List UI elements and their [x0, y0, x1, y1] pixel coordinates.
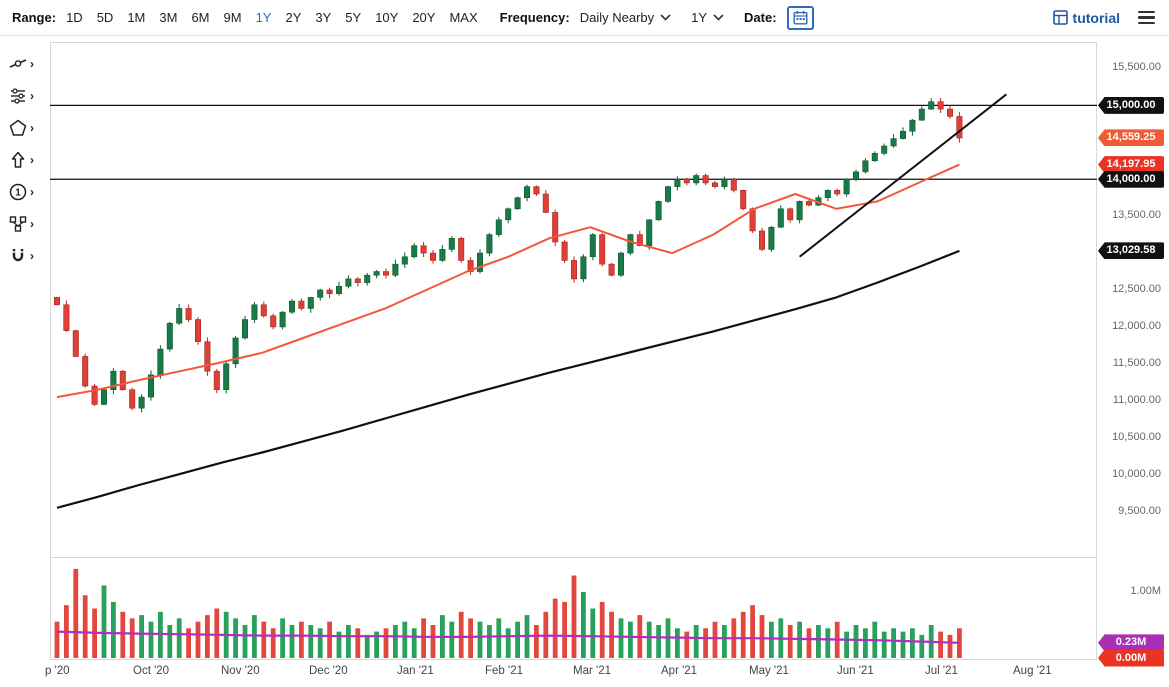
- month-tick-label: Oct '20: [133, 665, 170, 677]
- axis-tick-label: 15,500.00: [1112, 61, 1161, 74]
- axis-tick-label: 11,500.00: [1112, 356, 1161, 369]
- number-annotation-tool-button[interactable]: 1 ›: [6, 180, 36, 204]
- shapes-tool-button[interactable]: ›: [6, 116, 36, 140]
- price-badge: 13,029.58: [1098, 242, 1164, 260]
- chevron-right-icon: ›: [30, 57, 34, 71]
- menu-icon: [1138, 10, 1155, 14]
- chevron-right-icon: ›: [30, 217, 34, 231]
- axis-tick-label: 13,500.00: [1112, 209, 1161, 222]
- studies-sliders-icon: [11, 88, 25, 104]
- axis-tick-label: 10,500.00: [1112, 430, 1161, 443]
- top-toolbar: Range: 1D 5D 1M 3M 6M 9M 1Y 2Y 3Y 5Y 10Y…: [0, 0, 1169, 36]
- svg-text:1: 1: [15, 188, 21, 199]
- month-tick-label: Apr '21: [661, 665, 698, 677]
- arrow-tool-button[interactable]: ›: [6, 148, 36, 172]
- range-option-6m[interactable]: 6M: [191, 10, 210, 25]
- range-option-1m[interactable]: 1M: [127, 10, 146, 25]
- month-tick-label: Aug '21: [1013, 665, 1052, 677]
- calendar-button[interactable]: [786, 5, 814, 30]
- month-tick-label: Dec '20: [309, 665, 348, 677]
- brand-label: tutorial: [1072, 9, 1120, 26]
- chevron-down-icon: [713, 14, 724, 21]
- chevron-right-icon: ›: [30, 185, 34, 199]
- axis-tick-label: 12,000.00: [1112, 319, 1161, 332]
- chevron-down-icon: [660, 14, 671, 21]
- frequency-value: Daily Nearby: [579, 10, 655, 25]
- arrow-up-icon: [11, 151, 25, 168]
- drawing-tools-sidebar: › › › › 1 › ›: [6, 52, 36, 268]
- period-dropdown[interactable]: 1Y: [691, 10, 724, 25]
- chevron-right-icon: ›: [30, 153, 34, 167]
- axis-tick-label: 10,000.00: [1112, 467, 1161, 480]
- shapes-polygon-icon: [9, 119, 27, 136]
- tutorial-link[interactable]: tutorial: [1052, 9, 1120, 26]
- axis-tick-label: 1.00M: [1130, 585, 1161, 597]
- range-option-1d[interactable]: 1D: [66, 10, 83, 25]
- range-option-10y[interactable]: 10Y: [375, 10, 399, 25]
- range-option-3m[interactable]: 3M: [159, 10, 178, 25]
- month-tick-label: Feb '21: [485, 665, 523, 677]
- axis-tick-label: 11,000.00: [1112, 393, 1161, 406]
- price-badge: 0.00M: [1098, 649, 1164, 667]
- range-option-9m[interactable]: 9M: [223, 10, 242, 25]
- month-tick-label: Jan '21: [397, 665, 434, 677]
- chart-canvas[interactable]: [50, 42, 1097, 660]
- month-tick-label: p '20: [45, 665, 70, 677]
- range-option-20y[interactable]: 20Y: [412, 10, 436, 25]
- month-tick-label: Nov '20: [221, 665, 260, 677]
- axis-tick-label: 9,500.00: [1118, 504, 1161, 517]
- date-label: Date:: [744, 10, 777, 25]
- price-axis[interactable]: 15,500.00 13,500.00 12,500.00 12,000.00 11,5…: [1098, 42, 1169, 667]
- studies-tool-button[interactable]: ›: [6, 84, 36, 108]
- number-1-annotation-icon: 1: [9, 183, 27, 201]
- range-option-5d[interactable]: 5D: [96, 10, 114, 25]
- chevron-right-icon: ›: [30, 89, 34, 103]
- range-option-1y[interactable]: 1Y: [255, 10, 272, 25]
- levels-icon: [9, 216, 27, 232]
- range-option-5y[interactable]: 5Y: [345, 10, 362, 25]
- chevron-right-icon: ›: [30, 249, 34, 263]
- range-label: Range:: [12, 10, 57, 25]
- price-badge: 14,197.95: [1098, 156, 1164, 174]
- month-tick-label: May '21: [749, 665, 789, 677]
- price-badge: 14,000.00: [1098, 170, 1164, 188]
- price-badge: 14,559.25: [1098, 129, 1164, 147]
- chevron-right-icon: ›: [30, 121, 34, 135]
- magnet-icon: [12, 249, 24, 262]
- frequency-label: Frequency:: [499, 10, 570, 25]
- month-tick-label: Jul '21: [925, 665, 958, 677]
- month-tick-label: Mar '21: [573, 665, 611, 677]
- price-badge: 0.23M: [1098, 634, 1164, 652]
- calendar-icon: [793, 10, 808, 25]
- price-badge: 15,000.00: [1098, 96, 1164, 114]
- range-option-3y[interactable]: 3Y: [315, 10, 332, 25]
- axis-tick-label: 12,500.00: [1112, 283, 1161, 295]
- grid-icon: [1052, 10, 1068, 25]
- levels-tool-button[interactable]: ›: [6, 212, 36, 236]
- time-axis[interactable]: p '20 Oct '20 Nov '20 Dec '20 Jan '21 Feb '21…: [0, 665, 1169, 685]
- period-value: 1Y: [691, 10, 708, 25]
- menu-button[interactable]: [1136, 9, 1157, 27]
- range-option-2y[interactable]: 2Y: [285, 10, 302, 25]
- frequency-dropdown[interactable]: Daily Nearby: [580, 10, 671, 25]
- trend-line-icon: [9, 59, 27, 68]
- range-option-max[interactable]: MAX: [449, 10, 478, 25]
- trend-line-tool-button[interactable]: ›: [6, 52, 36, 76]
- month-tick-label: Jun '21: [837, 665, 874, 677]
- magnet-tool-button[interactable]: ›: [6, 244, 36, 268]
